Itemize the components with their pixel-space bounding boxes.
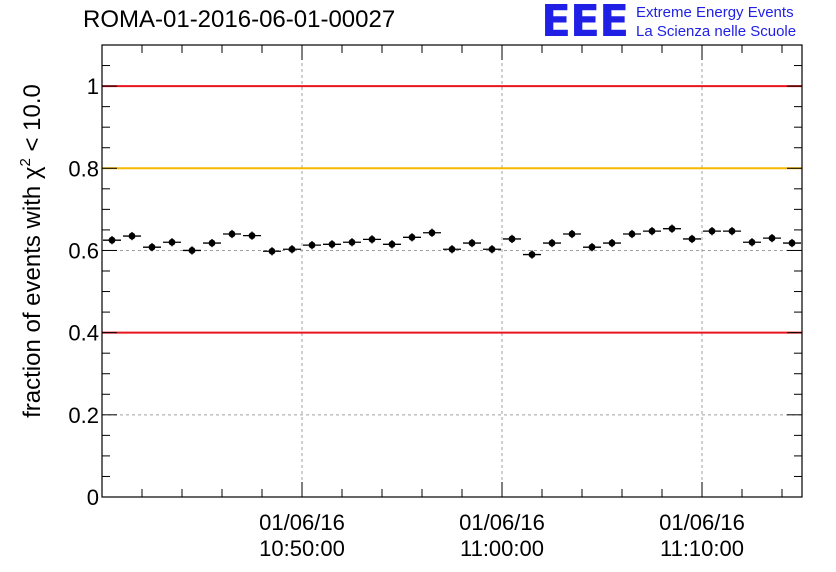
data-point bbox=[283, 245, 301, 254]
data-point bbox=[383, 240, 401, 249]
marker bbox=[728, 227, 736, 235]
marker bbox=[228, 230, 236, 238]
logo-line-1: Extreme Energy Events bbox=[636, 4, 794, 21]
data-point bbox=[503, 234, 521, 244]
x-tick-label-date: 01/06/16 bbox=[459, 510, 545, 535]
data-point bbox=[463, 238, 481, 248]
logo-line-2: La Scienza nelle Scuole bbox=[636, 23, 797, 40]
marker bbox=[708, 227, 716, 235]
data-point bbox=[643, 227, 661, 236]
marker bbox=[348, 238, 356, 246]
marker bbox=[128, 232, 136, 240]
marker bbox=[308, 241, 316, 249]
data-point bbox=[363, 235, 381, 244]
marker bbox=[688, 235, 696, 243]
x-tick-label-time: 11:10:00 bbox=[660, 536, 744, 561]
marker bbox=[648, 227, 656, 235]
marker bbox=[268, 247, 276, 255]
data-point bbox=[163, 238, 181, 247]
data-point bbox=[523, 250, 541, 259]
marker bbox=[548, 239, 556, 247]
marker bbox=[428, 229, 436, 237]
marker bbox=[528, 251, 536, 258]
data-point bbox=[343, 238, 361, 247]
marker bbox=[148, 243, 156, 251]
data-point bbox=[783, 238, 801, 248]
data-point bbox=[703, 227, 721, 236]
marker bbox=[408, 233, 416, 241]
reference-lines bbox=[102, 85, 802, 334]
chart-title: ROMA-01-2016-06-01-00027 bbox=[83, 6, 396, 33]
x-tick-label-time: 10:50:00 bbox=[259, 536, 345, 561]
marker bbox=[788, 239, 796, 247]
data-point bbox=[723, 227, 741, 236]
data-point bbox=[223, 229, 241, 239]
data-points bbox=[103, 224, 801, 259]
data-point bbox=[603, 238, 621, 248]
data-point bbox=[243, 231, 261, 240]
data-point bbox=[323, 240, 341, 249]
marker bbox=[248, 232, 256, 240]
data-point bbox=[583, 243, 601, 252]
data-point bbox=[663, 224, 681, 233]
data-point bbox=[563, 229, 581, 239]
marker bbox=[768, 234, 776, 242]
y-tick-label: 0.4 bbox=[68, 321, 99, 346]
x-tick-label-date: 01/06/16 bbox=[259, 510, 345, 535]
marker bbox=[488, 245, 496, 253]
marker bbox=[568, 230, 576, 238]
marker bbox=[168, 238, 176, 246]
marker bbox=[608, 239, 616, 247]
marker bbox=[508, 235, 516, 243]
data-point bbox=[103, 236, 121, 245]
data-point bbox=[303, 241, 321, 250]
eee-logo-mark: EEE bbox=[541, 0, 629, 47]
marker bbox=[328, 240, 336, 248]
y-tick-label: 0.8 bbox=[68, 156, 99, 181]
data-point bbox=[423, 228, 441, 237]
data-point bbox=[203, 238, 221, 248]
data-point bbox=[263, 247, 281, 256]
y-tick-label: 0.2 bbox=[68, 403, 99, 428]
marker bbox=[628, 230, 636, 238]
y-tick-label: 0.6 bbox=[68, 238, 99, 263]
marker bbox=[468, 239, 476, 247]
data-point bbox=[623, 229, 641, 239]
axes: 00.20.40.60.8101/06/1610:50:0001/06/1611… bbox=[68, 44, 802, 561]
marker bbox=[288, 245, 296, 253]
data-point bbox=[143, 243, 161, 252]
y-tick-label: 0 bbox=[87, 485, 99, 510]
data-point bbox=[683, 234, 701, 244]
x-tick-label-time: 11:00:00 bbox=[460, 536, 544, 561]
data-point bbox=[123, 231, 141, 241]
data-point bbox=[443, 245, 461, 254]
marker bbox=[208, 239, 216, 247]
data-point bbox=[403, 233, 421, 242]
data-point bbox=[483, 245, 501, 254]
grid bbox=[102, 45, 802, 497]
data-point bbox=[543, 238, 561, 248]
y-axis-label: fraction of events with χ2 < 10.0 bbox=[17, 84, 46, 418]
x-tick-label-date: 01/06/16 bbox=[659, 510, 745, 535]
marker bbox=[748, 238, 756, 246]
data-point bbox=[763, 234, 781, 243]
plot-frame bbox=[101, 44, 803, 498]
marker bbox=[448, 245, 456, 253]
marker bbox=[368, 235, 376, 243]
marker bbox=[588, 243, 596, 251]
marker bbox=[668, 225, 676, 233]
data-point bbox=[743, 238, 761, 247]
data-point bbox=[183, 246, 201, 255]
eee-logo: EEE Extreme Energy Events La Scienza nel… bbox=[541, 0, 831, 47]
y-tick-label: 1 bbox=[87, 74, 99, 99]
marker bbox=[388, 240, 396, 248]
marker bbox=[188, 247, 196, 254]
marker bbox=[108, 236, 116, 244]
